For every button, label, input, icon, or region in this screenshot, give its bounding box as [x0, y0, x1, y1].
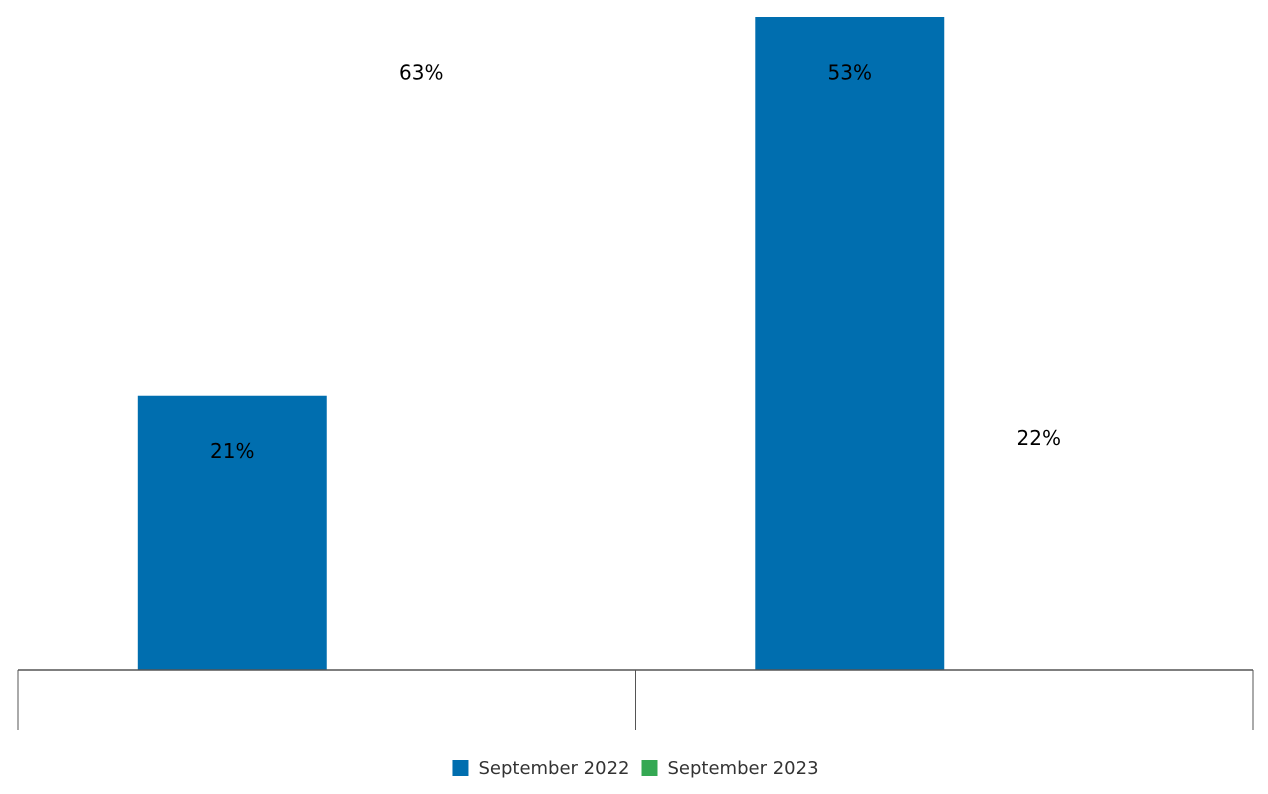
bar [755, 17, 945, 670]
legend-item: September 2022 [452, 758, 630, 779]
plot-area [137, 0, 945, 670]
bar [327, 0, 516, 670]
data-label: 53% [828, 61, 872, 85]
legend: September 2022 September 2023 [452, 758, 819, 779]
data-label: 22% [1017, 426, 1061, 450]
legend-swatch [641, 760, 658, 776]
legend-label: September 2022 [478, 758, 629, 779]
legend-item: September 2023 [641, 758, 819, 779]
data-label: 21% [210, 439, 254, 463]
legend-label: September 2023 [668, 758, 819, 779]
legend-swatch [452, 760, 469, 776]
bar [137, 395, 327, 670]
data-label: 63% [399, 61, 443, 85]
